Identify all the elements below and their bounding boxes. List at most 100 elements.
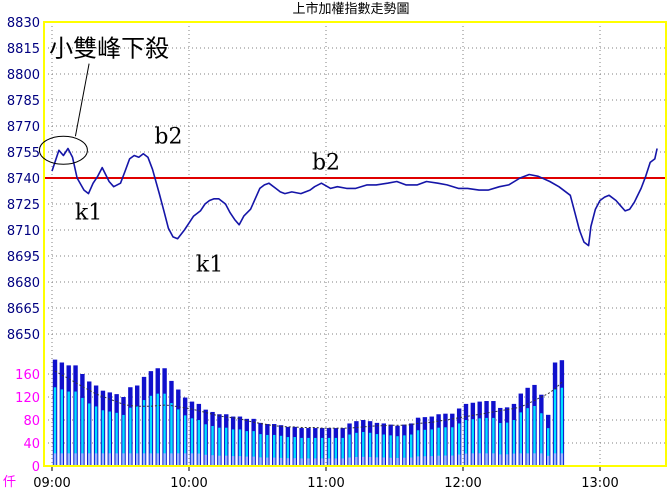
volume-bar-fill <box>512 420 516 466</box>
volume-bar-fill <box>129 407 132 466</box>
volume-bar-base <box>115 453 118 466</box>
volume-bar-fill <box>197 420 201 466</box>
volume-tick-label: 160 <box>15 368 40 383</box>
price-tick-label: 8740 <box>7 172 40 187</box>
volume-bar-base <box>156 453 159 466</box>
volume-bar-fill <box>505 422 509 466</box>
volume-bar-base <box>60 453 64 466</box>
volume-bar-base <box>362 456 365 466</box>
price-tick-label: 8755 <box>7 146 40 161</box>
volume-bar-fill <box>526 408 529 466</box>
volume-bar-fill <box>149 395 153 466</box>
price-tick-label: 8725 <box>7 198 40 213</box>
volume-bar-base <box>464 453 468 466</box>
volume-bar-fill <box>183 415 187 466</box>
volume-bar-fill <box>53 387 57 466</box>
volume-bar-base <box>389 457 392 466</box>
volume-bar-base <box>266 457 269 466</box>
volume-bar-base <box>122 453 125 466</box>
volume-bar-fill <box>266 434 269 466</box>
volume-bar-fill <box>362 431 365 466</box>
annotation-label: k1 <box>196 253 223 278</box>
volume-bar-base <box>320 458 324 466</box>
volume-bar-fill <box>382 434 385 466</box>
volume-bar-fill <box>108 411 111 466</box>
volume-bar-fill <box>327 437 331 466</box>
x-tick-label: 11:00 <box>307 476 344 491</box>
volume-bar-base <box>286 458 290 466</box>
volume-bar-base <box>348 457 351 466</box>
volume-bar-base <box>74 453 77 466</box>
volume-bar-fill <box>273 434 276 466</box>
axes: 8830 8815 8800 8785 8770 8755 8740 8725 8710 8695… <box>3 16 667 491</box>
volume-bar-base <box>526 453 529 466</box>
volume-bar-fill <box>553 389 557 466</box>
volume-bar-base <box>396 457 399 466</box>
volume-bar-base <box>259 457 262 466</box>
volume-bar-base <box>485 453 488 466</box>
volume-bar-fill <box>403 435 406 466</box>
volume-bar-base <box>279 457 283 466</box>
volume-bar-fill <box>499 423 502 466</box>
volume-tick-label: 40 <box>23 437 40 452</box>
volume-bar-base <box>67 453 70 466</box>
volume-bar-base <box>533 453 536 466</box>
chart-title: 上市加權指數走勢圖 <box>292 1 409 17</box>
volume-bar-fill <box>540 413 543 466</box>
volume-bar-base <box>334 458 338 466</box>
volume-bar-base <box>53 453 57 466</box>
volume-bar-fill <box>341 437 344 466</box>
volume-bar-fill <box>74 391 77 466</box>
volume-bar-fill <box>204 424 207 466</box>
volume-bar-fill <box>457 423 461 466</box>
volume-bar-base <box>204 454 207 466</box>
volume-bar-base <box>519 453 522 466</box>
annotation-label: b2 <box>154 124 182 149</box>
price-tick-label: 8695 <box>7 250 40 265</box>
volume-bar-base <box>129 453 132 466</box>
volume-bar-base <box>478 453 481 466</box>
volume-bar-base <box>197 453 201 466</box>
volume-bar-fill <box>101 410 105 466</box>
volume-bar-fill <box>320 437 324 466</box>
volume-bar-base <box>375 457 379 466</box>
volume-tick-label: 120 <box>15 391 40 406</box>
volume-bar-base <box>492 453 495 466</box>
volume-bar-fill <box>163 393 166 466</box>
volume-bar-base <box>225 455 228 466</box>
volume-bar-fill <box>238 429 242 466</box>
volume-bar-fill <box>259 434 262 466</box>
volume-bar-base <box>108 453 111 466</box>
volume-bar-base <box>451 455 454 466</box>
volume-bar-fill <box>211 426 214 466</box>
volume-bar-fill <box>314 437 317 466</box>
volume-bar-fill <box>225 427 228 466</box>
volume-bar-base <box>183 453 187 466</box>
price-tick-label: 8770 <box>7 120 40 135</box>
volume-bar-base <box>444 455 447 466</box>
volume-bar-fill <box>451 427 454 466</box>
volume-bar-fill <box>547 428 550 466</box>
price-line <box>51 147 658 247</box>
volume-bar-base <box>170 453 173 466</box>
volume-bar-fill <box>142 400 146 466</box>
volume-tick-label: 80 <box>23 414 40 429</box>
volume-bar-base <box>218 455 221 466</box>
volume-bar-fill <box>464 420 468 466</box>
volume-bar-base <box>273 457 276 466</box>
volume-bar-fill <box>368 432 372 466</box>
volume-bar-base <box>410 457 413 466</box>
price-tick-label: 8710 <box>7 224 40 239</box>
volume-bar-base <box>382 457 385 466</box>
volume-bar-fill <box>88 403 91 466</box>
x-tick-label: 10:00 <box>170 476 207 491</box>
volume-bar-fill <box>156 393 159 466</box>
volume-bar-fill <box>485 417 488 466</box>
volume-bar-fill <box>348 434 351 466</box>
volume-bar-fill <box>492 417 495 466</box>
volume-bar-base <box>505 454 509 466</box>
volume-bar-base <box>368 457 372 466</box>
volume-bar-base <box>300 458 303 466</box>
volume-bar-base <box>307 458 310 466</box>
volume-bar-base <box>423 456 427 466</box>
